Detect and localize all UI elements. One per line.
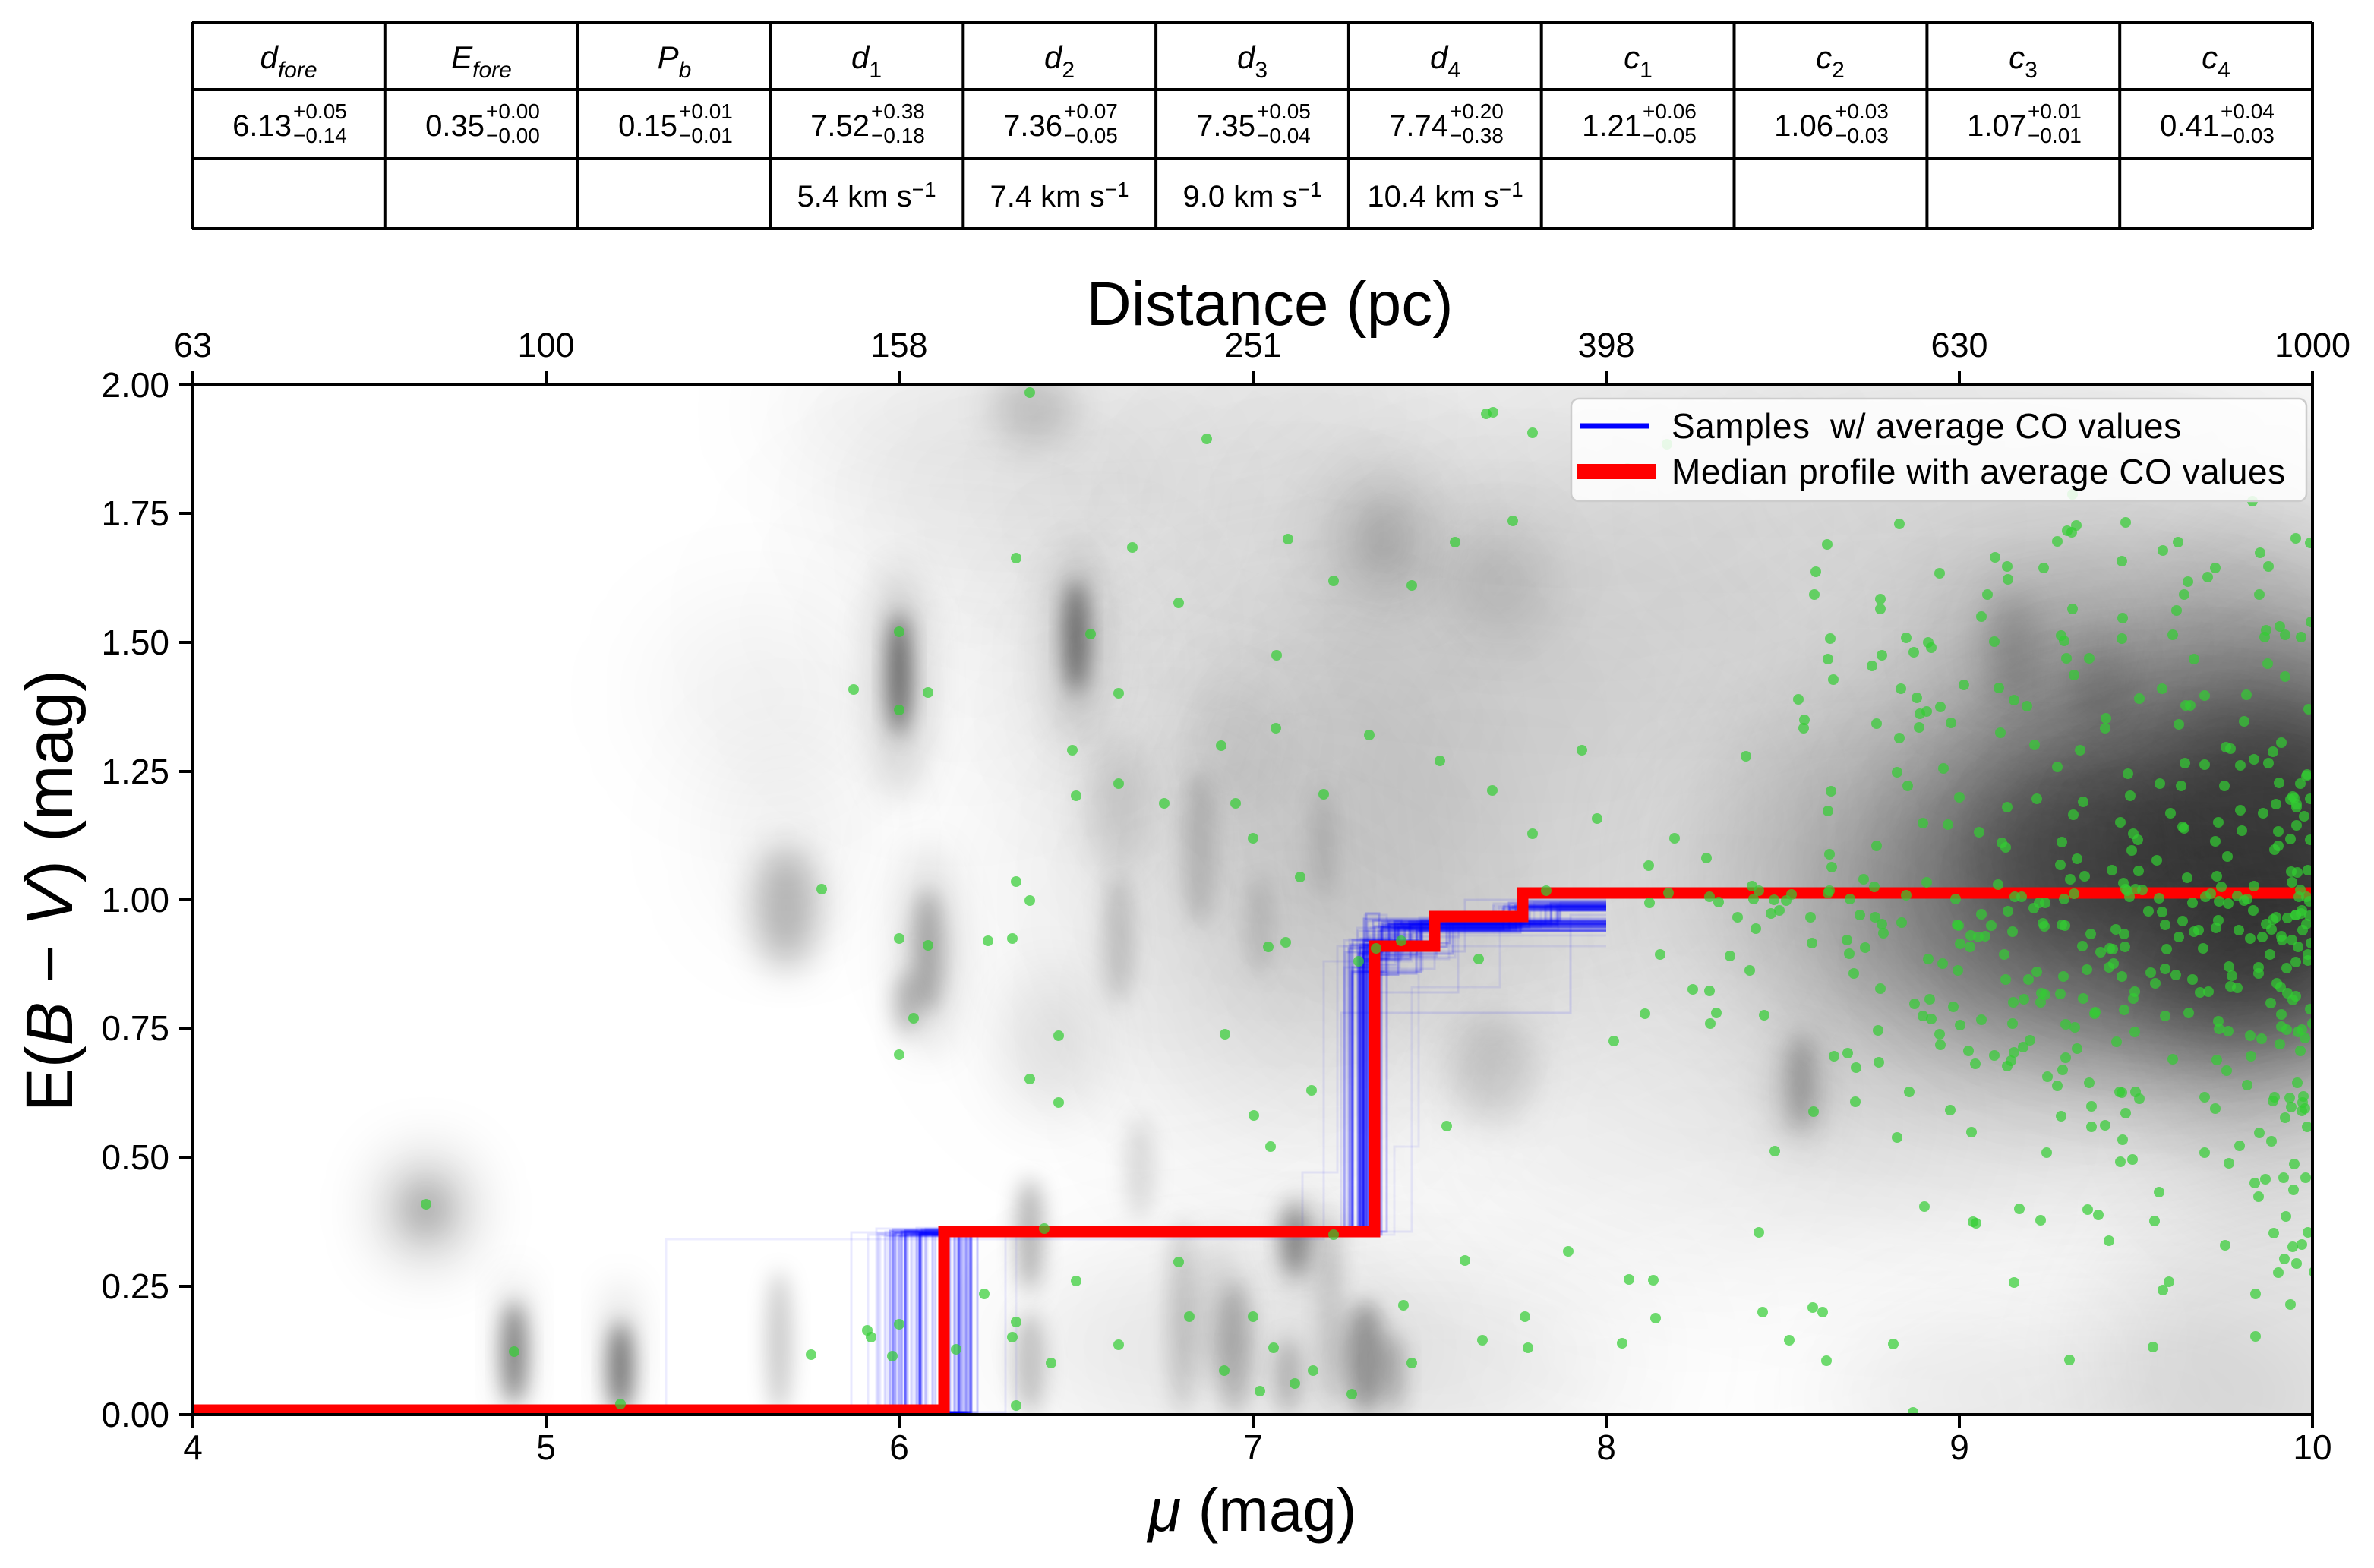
svg-text:E(B − V) (mag): E(B − V) (mag) <box>13 670 87 1112</box>
svg-text:−0.03: −0.03 <box>2221 124 2275 147</box>
svg-text:0.15: 0.15 <box>618 109 677 143</box>
svg-text:158: 158 <box>870 326 927 364</box>
svg-text:7.35: 7.35 <box>1196 109 1255 143</box>
svg-text:−0.00: −0.00 <box>486 124 540 147</box>
svg-text:−0.18: −0.18 <box>871 124 925 147</box>
svg-text:63: 63 <box>174 326 212 364</box>
svg-text:7.4 km s−1: 7.4 km s−1 <box>990 178 1129 213</box>
svg-text:−0.38: −0.38 <box>1450 124 1504 147</box>
svg-text:0.35: 0.35 <box>425 109 485 143</box>
svg-text:+0.03: +0.03 <box>1835 99 1889 123</box>
svg-text:398: 398 <box>1577 326 1634 364</box>
svg-text:5: 5 <box>536 1428 556 1467</box>
svg-text:+0.07: +0.07 <box>1064 99 1118 123</box>
svg-text:10: 10 <box>2293 1428 2331 1467</box>
svg-text:7.74: 7.74 <box>1389 109 1448 143</box>
svg-text:+0.20: +0.20 <box>1450 99 1504 123</box>
svg-text:0.75: 0.75 <box>101 1008 169 1048</box>
svg-text:10.4 km s−1: 10.4 km s−1 <box>1367 178 1523 213</box>
svg-text:1.07: 1.07 <box>1967 109 2026 143</box>
svg-text:1.21: 1.21 <box>1582 109 1641 143</box>
svg-text:−0.01: −0.01 <box>679 124 733 147</box>
svg-text:1.50: 1.50 <box>101 623 169 662</box>
svg-text:+0.01: +0.01 <box>679 99 733 123</box>
svg-text:+0.06: +0.06 <box>1643 99 1697 123</box>
svg-text:0.50: 0.50 <box>101 1137 169 1177</box>
svg-text:1.25: 1.25 <box>101 752 169 791</box>
svg-text:+0.04: +0.04 <box>2221 99 2275 123</box>
svg-text:630: 630 <box>1930 326 1987 364</box>
svg-text:−0.05: −0.05 <box>1064 124 1118 147</box>
svg-text:1.06: 1.06 <box>1774 109 1833 143</box>
svg-text:Distance (pc): Distance (pc) <box>1086 270 1453 339</box>
svg-text:−0.04: −0.04 <box>1257 124 1311 147</box>
svg-text:6: 6 <box>889 1428 909 1467</box>
svg-text:100: 100 <box>517 326 574 364</box>
svg-text:−0.01: −0.01 <box>2028 124 2082 147</box>
svg-text:1.00: 1.00 <box>101 880 169 920</box>
svg-text:−0.03: −0.03 <box>1835 124 1889 147</box>
svg-text:−0.14: −0.14 <box>293 124 347 147</box>
svg-text:8: 8 <box>1596 1428 1616 1467</box>
svg-text:2.00: 2.00 <box>101 365 169 405</box>
svg-text:+0.05: +0.05 <box>293 99 347 123</box>
svg-text:+0.01: +0.01 <box>2028 99 2082 123</box>
svg-text:6.13: 6.13 <box>232 109 292 143</box>
svg-text:4: 4 <box>183 1428 203 1467</box>
svg-text:0.00: 0.00 <box>101 1395 169 1434</box>
svg-text:1000: 1000 <box>2275 326 2350 364</box>
svg-text:Median profile with average CO: Median profile with average CO values <box>1672 452 2286 491</box>
svg-text:μ (mag): μ (mag) <box>1147 1476 1357 1544</box>
svg-text:251: 251 <box>1224 326 1281 364</box>
svg-text:+0.05: +0.05 <box>1257 99 1311 123</box>
svg-text:1.75: 1.75 <box>101 494 169 533</box>
svg-text:−0.05: −0.05 <box>1643 124 1697 147</box>
svg-text:7: 7 <box>1243 1428 1263 1467</box>
svg-text:9: 9 <box>1949 1428 1969 1467</box>
svg-text:0.25: 0.25 <box>101 1267 169 1306</box>
svg-text:Samples w/ average CO values: Samples w/ average CO values <box>1672 406 2182 446</box>
svg-text:+0.00: +0.00 <box>486 99 540 123</box>
svg-text:7.36: 7.36 <box>1003 109 1062 143</box>
svg-text:+0.38: +0.38 <box>871 99 925 123</box>
svg-text:0.41: 0.41 <box>2160 109 2219 143</box>
svg-text:7.52: 7.52 <box>810 109 870 143</box>
